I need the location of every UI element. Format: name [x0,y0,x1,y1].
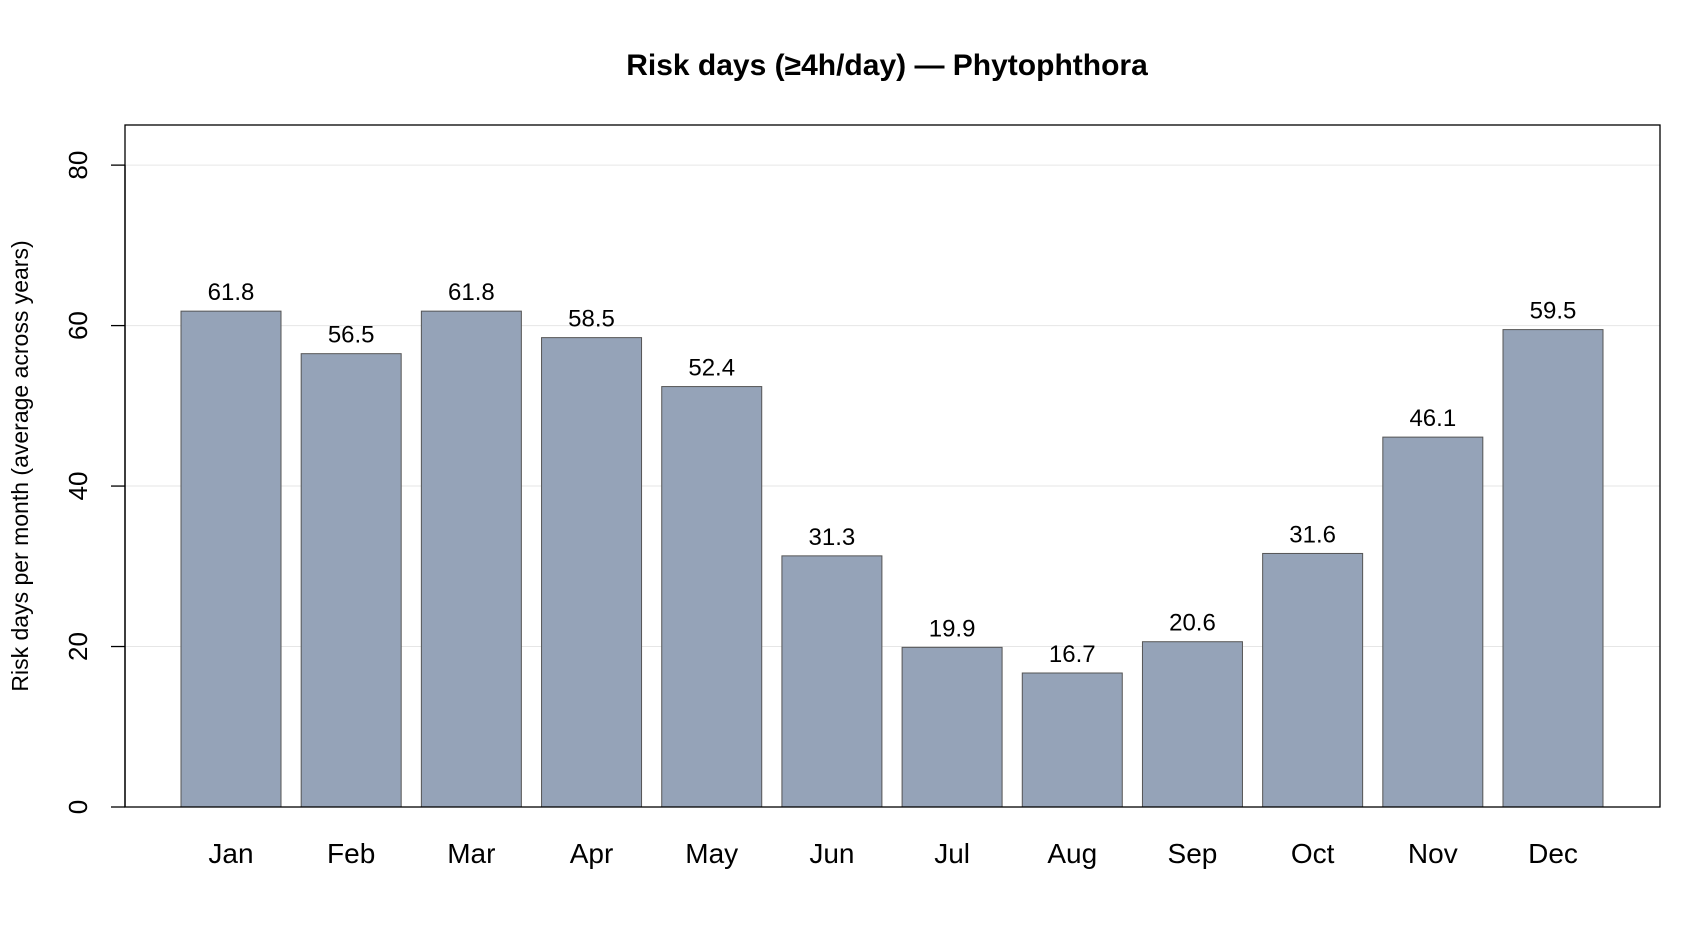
x-tick-label: Mar [447,838,495,869]
value-labels: 61.8 56.5 61.8 58.5 52.4 31.3 19.9 16.7 20.6 31.6… [208,279,1577,668]
bar-value-label: 56.5 [328,322,375,349]
x-tick-label: Oct [1291,838,1335,869]
y-axis: 0 20 40 60 80 [63,151,126,814]
bar-jul [901,646,1003,808]
y-axis-label: Risk days per month (average across year… [7,240,33,691]
y-tick-label: 40 [63,472,93,501]
bar-dec [1502,329,1604,808]
bar-jun [781,555,883,808]
x-axis: Jan Feb Mar Apr May Jun Jul Aug Sep Oct Nov Dec [208,838,1577,869]
y-tick-label: 20 [63,632,93,661]
x-tick-label: Sep [1168,838,1218,869]
bar-value-label: 46.1 [1409,405,1456,432]
bars [180,310,1604,808]
bar-value-label: 20.6 [1169,610,1216,637]
x-tick-label: Jun [809,838,854,869]
x-tick-label: Jul [934,838,970,869]
bar-aug [1021,672,1123,808]
bar-jan [180,310,282,808]
bar-value-label: 59.5 [1530,298,1577,325]
x-tick-label: Dec [1528,838,1578,869]
x-tick-label: Jan [208,838,253,869]
bar-value-label: 19.9 [929,615,976,642]
bar-feb [300,353,402,808]
bar-value-label: 61.8 [208,279,255,306]
bar-mar [420,310,522,808]
x-tick-label: Aug [1047,838,1097,869]
bar-value-label: 61.8 [448,279,495,306]
bar-value-label: 31.3 [809,524,856,551]
y-tick-label: 60 [63,311,93,340]
bar-oct [1262,552,1364,808]
bar-value-label: 58.5 [568,306,615,333]
bar-nov [1382,436,1484,808]
x-tick-label: May [685,838,738,869]
y-tick-label: 0 [63,800,93,814]
bar-value-label: 31.6 [1289,521,1336,548]
bar-sep [1141,641,1243,808]
bar-value-label: 16.7 [1049,641,1096,668]
bar-value-label: 52.4 [688,355,735,382]
x-tick-label: Nov [1408,838,1458,869]
bar-apr [541,337,643,808]
x-tick-label: Apr [570,838,614,869]
x-tick-label: Feb [327,838,375,869]
chart-title: Risk days (≥4h/day) — Phytophthora [626,49,1148,82]
y-tick-label: 80 [63,151,93,180]
bar-may [661,386,763,808]
